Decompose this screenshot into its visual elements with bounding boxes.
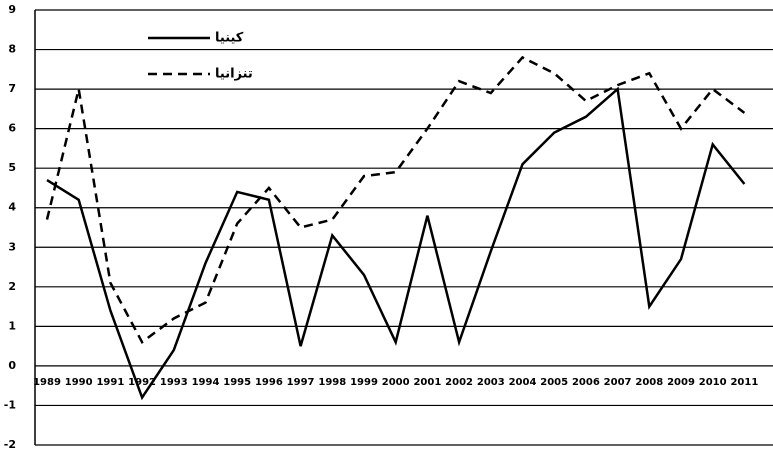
series-line bbox=[45, 55, 746, 345]
x-tick-label: 2006 bbox=[572, 377, 600, 388]
legend-label: تنزانيا bbox=[215, 67, 253, 82]
x-tick-label: 2000 bbox=[382, 377, 410, 388]
y-tick-label: 9 bbox=[8, 3, 16, 16]
x-tick-label: 2007 bbox=[604, 377, 632, 388]
y-tick-label: 8 bbox=[8, 43, 16, 56]
x-tick-label: 2005 bbox=[540, 377, 568, 388]
y-tick-label: 2 bbox=[8, 280, 16, 293]
x-tick-label: 2002 bbox=[445, 377, 473, 388]
y-tick-label: 0 bbox=[8, 359, 16, 372]
y-tick-label: 4 bbox=[8, 201, 16, 214]
x-tick-label: 1990 bbox=[65, 377, 93, 388]
x-tick-label: 1991 bbox=[96, 377, 124, 388]
x-tick-label: 1992 bbox=[128, 377, 156, 388]
x-tick-label: 2008 bbox=[635, 377, 663, 388]
x-tick-label: 2011 bbox=[730, 377, 758, 388]
y-tick-label: 3 bbox=[8, 240, 16, 253]
y-tick-label: 1 bbox=[8, 319, 16, 332]
y-tick-label: 6 bbox=[8, 122, 16, 135]
x-tick-label: 1997 bbox=[287, 377, 315, 388]
x-tick-label: 1996 bbox=[255, 377, 283, 388]
y-tick-label: 7 bbox=[8, 82, 16, 95]
y-tick-label: -2 bbox=[4, 438, 16, 451]
x-tick-label: 2009 bbox=[667, 377, 695, 388]
x-tick-label: 2004 bbox=[509, 377, 537, 388]
x-tick-label: 1994 bbox=[192, 377, 220, 388]
x-tick-label: 2001 bbox=[413, 377, 441, 388]
y-tick-label: 5 bbox=[8, 161, 16, 174]
x-tick-label: 1993 bbox=[160, 377, 188, 388]
legend-label: كينيا bbox=[215, 31, 244, 46]
y-tick-label: -1 bbox=[4, 398, 16, 411]
x-tick-label: 1995 bbox=[223, 377, 251, 388]
x-tick-label: 1998 bbox=[318, 377, 346, 388]
x-tick-label: 1999 bbox=[350, 377, 378, 388]
x-tick-label: 2003 bbox=[477, 377, 505, 388]
series-line bbox=[46, 86, 746, 401]
x-tick-label: 1989 bbox=[33, 377, 61, 388]
x-tick-label: 2010 bbox=[699, 377, 727, 388]
